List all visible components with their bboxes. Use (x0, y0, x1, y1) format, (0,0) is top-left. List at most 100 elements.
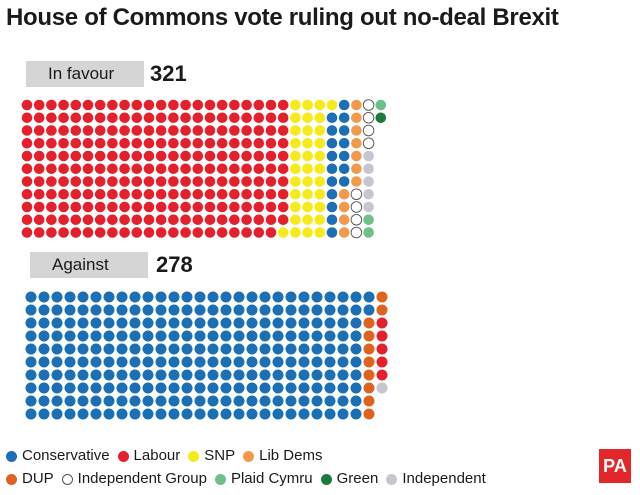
labour-seat-dot (131, 176, 143, 187)
labour-seat-dot (143, 201, 155, 213)
conservative-seat-dot (220, 330, 232, 342)
labour-seat-dot (241, 125, 252, 136)
conservative-seat-dot (207, 317, 219, 329)
labour-seat-dot (58, 214, 69, 226)
labour-seat-dot (229, 163, 240, 175)
labour-seat-dot (46, 125, 57, 136)
labour-seat-dot (192, 150, 204, 162)
conservative-seat-dot (326, 150, 338, 162)
conservative-seat-dot (129, 382, 141, 394)
labour-seat-dot (143, 227, 155, 238)
conservative-seat-dot (326, 137, 338, 149)
conservative-seat-dot (246, 395, 258, 407)
labour-seat-dot (94, 227, 106, 238)
legend-swatch (386, 473, 398, 485)
labour-seat-dot (46, 150, 57, 162)
conservative-seat-dot (51, 356, 63, 368)
labour-seat-dot (277, 125, 289, 136)
labour-seat-dot (216, 125, 228, 136)
labour-seat-dot (107, 227, 118, 238)
conservative-seat-dot (181, 395, 193, 407)
labour-seat-dot (58, 99, 69, 111)
legend-swatch (188, 450, 200, 462)
labour-seat-dot (253, 125, 265, 136)
labour-seat-dot (131, 201, 143, 213)
legend-label: Plaid Cymru (230, 470, 313, 487)
labour-seat-dot (277, 176, 289, 187)
conservative-seat-dot (51, 395, 63, 407)
legend-item-labour: Labour (117, 446, 180, 466)
labour-seat-dot (70, 227, 82, 238)
conservative-seat-dot (246, 317, 258, 329)
labour-seat-dot (180, 201, 191, 213)
conservative-seat-dot (285, 291, 297, 303)
conservative-seat-dot (233, 304, 245, 316)
conservative-seat-dot (51, 304, 63, 316)
labour-seat-dot (107, 201, 118, 213)
conservative-seat-dot (51, 408, 63, 420)
lib-dems-seat-dot (351, 99, 362, 111)
conservative-seat-dot (116, 343, 128, 355)
labour-seat-dot (155, 188, 167, 200)
labour-seat-dot (253, 201, 265, 213)
labour-seat-dot (119, 214, 130, 226)
snp-seat-dot (302, 214, 313, 226)
conservative-seat-dot (337, 343, 349, 355)
conservative-seat-dot (326, 214, 338, 226)
conservative-seat-dot (142, 356, 154, 368)
conservative-seat-dot (90, 304, 102, 316)
conservative-seat-dot (326, 163, 338, 175)
snp-seat-dot (314, 188, 326, 200)
labour-seat-dot (192, 227, 204, 238)
labour-seat-dot (143, 188, 155, 200)
conservative-seat-dot (220, 369, 232, 381)
conservative-seat-dot (272, 291, 284, 303)
conservative-seat-dot (25, 343, 37, 355)
chart-title: House of Commons vote ruling out no-deal… (6, 4, 559, 31)
labour-seat-dot (58, 227, 69, 238)
conservative-seat-dot (129, 408, 141, 420)
snp-seat-dot (302, 188, 313, 200)
legend-swatch (6, 450, 17, 462)
snp-seat-dot (290, 112, 301, 124)
labour-seat-dot (277, 201, 289, 213)
labour-seat-dot (216, 214, 228, 226)
dup-seat-dot (363, 330, 375, 342)
labour-seat-dot (21, 112, 33, 124)
legend-row: DUP Independent Group Plaid Cymru Green Inde… (6, 469, 494, 489)
in-favour-count: 321 (150, 61, 187, 86)
conservative-seat-dot (38, 408, 50, 420)
conservative-seat-dot (129, 291, 141, 303)
conservative-seat-dot (25, 304, 37, 316)
labour-seat-dot (119, 176, 130, 187)
conservative-seat-dot (194, 356, 206, 368)
dup-seat-dot (363, 408, 375, 420)
conservative-seat-dot (194, 304, 206, 316)
conservative-seat-dot (259, 317, 271, 329)
labour-seat-dot (216, 227, 228, 238)
conservative-seat-dot (90, 369, 102, 381)
labour-seat-dot (70, 214, 82, 226)
labour-seat-dot (33, 125, 45, 136)
conservative-seat-dot (194, 395, 206, 407)
labour-seat-dot (21, 99, 33, 111)
labour-seat-dot (155, 163, 167, 175)
labour-seat-dot (155, 214, 167, 226)
lib-dems-seat-dot (351, 112, 362, 124)
conservative-seat-dot (25, 369, 37, 381)
labour-seat-dot (376, 330, 388, 342)
conservative-seat-dot (181, 369, 193, 381)
plaid-cymru-seat-dot (363, 214, 374, 226)
conservative-seat-dot (285, 356, 297, 368)
lib-dems-seat-dot (351, 163, 362, 175)
labour-seat-dot (155, 150, 167, 162)
labour-seat-dot (94, 176, 106, 187)
conservative-seat-dot (168, 343, 180, 355)
legend-label: SNP (204, 447, 236, 464)
dup-seat-dot (363, 369, 375, 381)
labour-seat-dot (277, 188, 289, 200)
labour-seat-dot (204, 125, 216, 136)
labour-seat-dot (58, 112, 69, 124)
snp-seat-dot (302, 112, 313, 124)
labour-seat-dot (21, 214, 33, 226)
